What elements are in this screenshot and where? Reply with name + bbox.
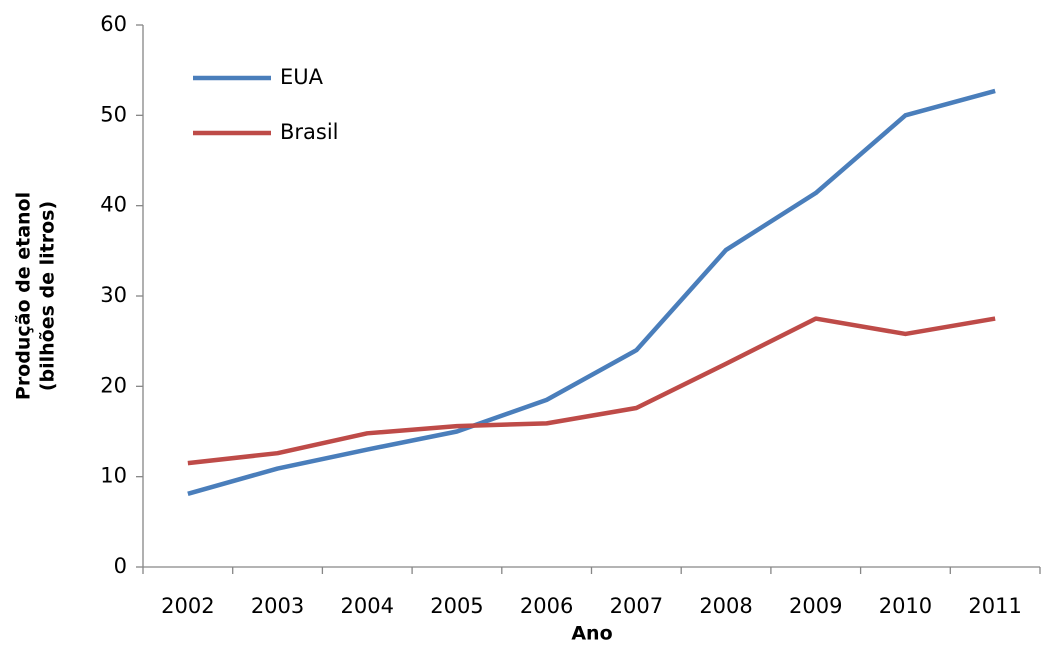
x-tick-label: 2009	[789, 594, 842, 618]
series-line	[187, 316, 996, 466]
y-tick-label: 40	[100, 193, 127, 217]
y-axis-title-line: (bilhões de litros)	[37, 201, 59, 391]
x-tick-label: 2010	[879, 594, 932, 618]
x-axis-title: Ano	[571, 623, 612, 645]
y-tick-label: 10	[100, 464, 127, 488]
legend-label: EUA	[280, 65, 324, 89]
y-axis-title: Produção de etanol (bilhões de litros)	[13, 192, 59, 400]
x-tick-label: 2007	[610, 594, 663, 618]
x-tick-label: 2006	[520, 594, 573, 618]
x-tick-label: 2011	[968, 594, 1021, 618]
y-tick-label: 0	[114, 554, 127, 578]
y-tick-label: 60	[100, 12, 127, 36]
x-tick-label: 2005	[430, 594, 483, 618]
x-tick-label: 2003	[251, 594, 304, 618]
y-axis-title-line: Produção de etanol	[13, 192, 35, 400]
x-tick-label: 2008	[699, 594, 752, 618]
y-tick-label: 20	[100, 373, 127, 397]
y-tick-label: 50	[100, 102, 127, 126]
series-line	[187, 88, 996, 496]
x-tick-label: 2002	[161, 594, 214, 618]
x-tick-label: 2004	[341, 594, 394, 618]
legend-label: Brasil	[280, 120, 339, 144]
y-tick-label: 30	[100, 283, 127, 307]
